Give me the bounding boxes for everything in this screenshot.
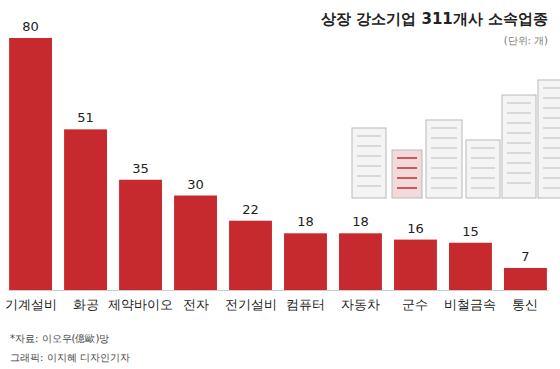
x-tick: 화공 [73,290,99,312]
building-window [357,175,381,177]
bar [229,221,272,290]
building-window [507,162,531,164]
building-window [543,177,560,179]
data-label: 16 [407,221,424,236]
x-tick: 기계설비 [5,290,57,312]
data-label: 35 [132,161,149,176]
data-label: 30 [187,177,204,192]
building-window [507,102,531,104]
bar [9,38,52,290]
building-window [357,155,381,157]
x-axis: 기계설비 화공 제약바이오 전자 전기설비 컴퓨터 자동차 군수 비철금속 통신 [5,290,549,312]
x-tick-label: 비철금속 [444,297,496,312]
x-tick: 자동차 [341,290,380,312]
building-window [543,147,560,149]
bar [119,180,162,290]
x-tick-label: 전자 [183,297,209,312]
building-window [507,142,531,144]
data-label: 22 [242,202,259,217]
building-window [507,152,531,154]
building-window [543,107,560,109]
building-window [431,187,457,189]
x-tick-label: 군수 [402,297,428,312]
building-window [543,157,560,159]
x-tick: 비철금속 [444,290,496,312]
bar [394,240,437,290]
building-window [471,187,495,189]
building-window [471,177,495,179]
building-window [397,177,417,179]
building-window [543,127,560,129]
building-window [397,157,417,159]
x-tick: 통신 [512,290,538,312]
x-tick-label: 자동차 [341,297,380,312]
x-tick: 제약바이오 [108,290,173,312]
bar [64,129,107,290]
title: 상장 강소기업 311개사 소속업종 [321,10,548,28]
x-tick-label: 전기설비 [225,297,277,312]
building [352,128,386,198]
building-window [431,177,457,179]
x-tick-label: 제약바이오 [108,297,173,312]
data-label: 15 [462,224,479,239]
building-window [507,112,531,114]
data-label: 18 [352,214,369,229]
building-window [507,132,531,134]
data-label: 51 [77,110,94,125]
building-window [357,145,381,147]
building-window [543,117,560,119]
annotations: *자료: 이오우(億歐)망그래픽: 이지혜 디자인기자 [10,333,130,363]
building-window [431,127,457,129]
building [426,120,462,198]
building-window [357,165,381,167]
x-tick: 컴퓨터 [286,290,325,312]
x-axis-line [9,290,549,291]
building-window [543,87,560,89]
x-tick-label: 기계설비 [5,297,57,312]
chart: 80 51 35 30 22 18 18 16 15 7 기계설비 화공 제약바이오 전자 전기설비 컴퓨터 자… [0,0,560,369]
x-tick: 전기설비 [225,290,277,312]
building-window [431,137,457,139]
subtitle: (단위: 개) [504,35,548,46]
x-tick-label: 컴퓨터 [286,297,325,312]
building [466,140,500,198]
building-window [471,167,495,169]
building-window [357,185,381,187]
decoration [352,80,560,198]
building-window [543,167,560,169]
data-label: 80 [22,19,39,34]
building-window [431,147,457,149]
bar [339,233,382,290]
building-window [507,122,531,124]
building [392,150,422,198]
x-tick: 전자 [183,290,209,312]
building-window [471,147,495,149]
data-labels: 80 51 35 30 22 18 18 16 15 7 [22,19,529,264]
building-window [357,135,381,137]
x-tick-label: 화공 [73,297,99,312]
building-window [397,167,417,169]
building [502,95,536,198]
annotation: *자료: 이오우(億歐)망 [10,333,109,344]
bar [284,233,327,290]
building-window [543,187,560,189]
building-window [543,97,560,99]
bar [174,196,217,291]
building-window [431,157,457,159]
bar [449,243,492,290]
building-window [543,137,560,139]
building [538,80,560,198]
annotation: 그래픽: 이지혜 디자인기자 [10,352,130,363]
data-label: 7 [521,249,529,264]
building-window [471,157,495,159]
building-window [507,182,531,184]
data-label: 18 [297,214,314,229]
x-tick: 군수 [402,290,428,312]
building-window [507,172,531,174]
x-tick-label: 통신 [512,297,538,312]
building-window [397,187,417,189]
bars [9,38,547,290]
building-window [431,167,457,169]
bar [504,268,547,290]
